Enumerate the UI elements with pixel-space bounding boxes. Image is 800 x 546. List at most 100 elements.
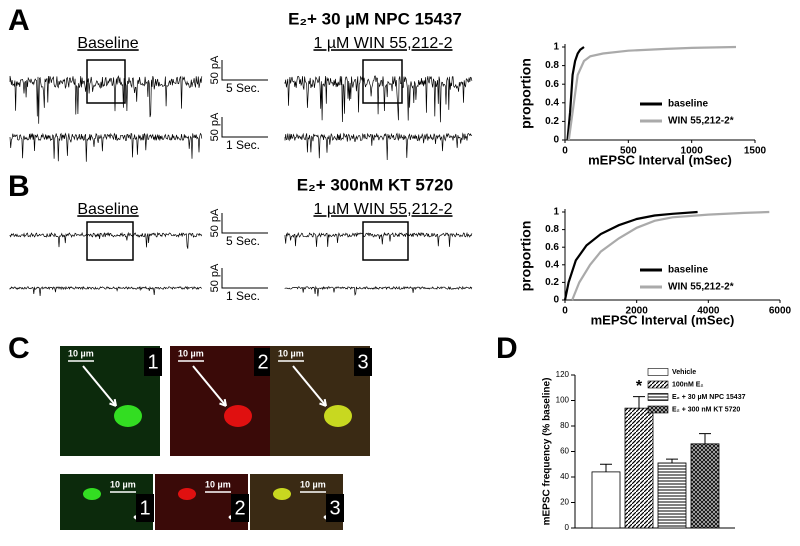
y-tick-label: 0.6: [545, 79, 559, 90]
bar: [624, 407, 654, 529]
legend-label: E₂ + 30 µM NPC 15437: [672, 394, 746, 401]
y-tick-label: 120: [556, 370, 570, 379]
legend-swatch: [647, 393, 669, 401]
scale-bar: [221, 117, 268, 138]
drug-label: 1 µM WIN 55,212-2: [313, 201, 452, 218]
panel-label: D: [496, 332, 518, 365]
x-tick-label: 0: [562, 146, 568, 157]
condition-title: E₂+ 30 µM NPC 15437: [288, 9, 462, 28]
bar: [591, 471, 621, 529]
legend-label: Vehicle: [672, 369, 696, 376]
error-bar: [600, 463, 612, 472]
cdf-line: [567, 45, 737, 141]
x-tick-label: 4000: [697, 306, 720, 317]
legend-label: baseline: [668, 99, 708, 110]
y-tick-label: 0.8: [545, 224, 559, 235]
x-tick-label: 1500: [744, 146, 767, 157]
current-trace: [9, 285, 203, 297]
baseline-label: Baseline: [77, 35, 138, 52]
y-tick-label: 80: [560, 421, 569, 430]
y-tick-label: 1: [553, 42, 559, 53]
current-trace: [284, 231, 473, 247]
arrow: [82, 365, 117, 407]
y-tick-label: 60: [560, 447, 569, 456]
cell-body: [224, 405, 252, 427]
scale-amp: 50 pA: [209, 208, 221, 237]
image-number: 1: [147, 351, 158, 373]
bar: [690, 443, 720, 529]
error-bar: [699, 433, 711, 444]
scale-label: 10 µm: [278, 348, 304, 358]
x-axis-label: mEPSC Interval (mSec): [588, 152, 732, 167]
x-tick-label: 1000: [681, 146, 704, 157]
number-bg: [136, 494, 154, 522]
cdf-line: [571, 210, 770, 301]
scale-label: 10 µm: [300, 479, 326, 489]
current-trace: [284, 132, 473, 161]
image-number: 3: [329, 497, 340, 519]
number-bg: [326, 494, 344, 522]
cell-body: [273, 488, 291, 500]
cdf-line: [566, 46, 585, 141]
cdf-line: [563, 210, 698, 301]
zoom-box: [86, 59, 126, 104]
current-trace: [284, 75, 473, 123]
scale-time: 5 Sec.: [226, 81, 260, 95]
zoom-box: [86, 221, 134, 261]
current-trace: [9, 231, 203, 249]
y-tick-label: 0: [553, 135, 559, 146]
error-bar: [633, 396, 645, 409]
y-tick-label: 0.8: [545, 60, 559, 71]
y-tick-label: 0.2: [545, 277, 559, 288]
arrow: [292, 365, 327, 407]
x-tick-label: 0: [562, 306, 568, 317]
scale-bar: [221, 268, 268, 289]
cell-body: [178, 488, 196, 500]
y-tick-label: 100: [556, 396, 570, 405]
image-number: 2: [234, 497, 245, 519]
legend-label: 100nM E₂: [672, 381, 704, 388]
number-bg: [231, 494, 249, 522]
legend-swatch: [647, 368, 669, 376]
drug-label: 1 µM WIN 55,212-2: [313, 35, 452, 52]
scale-label: 10 µm: [178, 348, 204, 358]
y-axis-label: mEPSC frequency (% baseline): [542, 378, 553, 526]
y-tick-label: 0.2: [545, 116, 559, 127]
scale-amp: 50 pA: [209, 112, 221, 141]
scale-amp: 50 pA: [209, 263, 221, 292]
baseline-label: Baseline: [77, 201, 138, 218]
zoom-box: [362, 221, 409, 261]
condition-title: E₂+ 300nM KT 5720: [297, 175, 453, 194]
micrograph: [270, 346, 370, 456]
annotation: *: [636, 378, 643, 395]
y-tick-label: 0.4: [545, 259, 559, 270]
scale-bar: [221, 60, 268, 81]
arrow-head: [109, 398, 117, 407]
zoom-box: [362, 59, 403, 104]
cell-body: [83, 488, 101, 500]
cell-body: [324, 405, 352, 427]
number-bg: [354, 348, 372, 376]
image-number: 3: [357, 351, 368, 373]
legend-label: WIN 55,212-2*: [668, 116, 734, 127]
legend-label: E₂ + 300 nM KT 5720: [672, 406, 740, 413]
x-tick-label: 6000: [769, 306, 792, 317]
y-tick-label: 40: [560, 472, 569, 481]
scale-time: 1 Sec.: [226, 138, 260, 152]
panel-label: C: [8, 332, 30, 365]
micrograph: [60, 346, 160, 456]
y-tick-label: 1: [553, 207, 559, 218]
current-trace: [9, 132, 203, 162]
y-tick-label: 0.6: [545, 242, 559, 253]
current-trace: [284, 285, 473, 297]
legend-label: baseline: [668, 265, 708, 276]
legend-swatch: [647, 405, 669, 414]
current-trace: [9, 75, 203, 124]
number-bg: [144, 348, 162, 376]
y-tick-label: 0: [553, 295, 559, 306]
scale-bar: [221, 213, 268, 234]
y-axis-label: proportion: [518, 221, 534, 292]
scale-label: 10 µm: [205, 479, 231, 489]
